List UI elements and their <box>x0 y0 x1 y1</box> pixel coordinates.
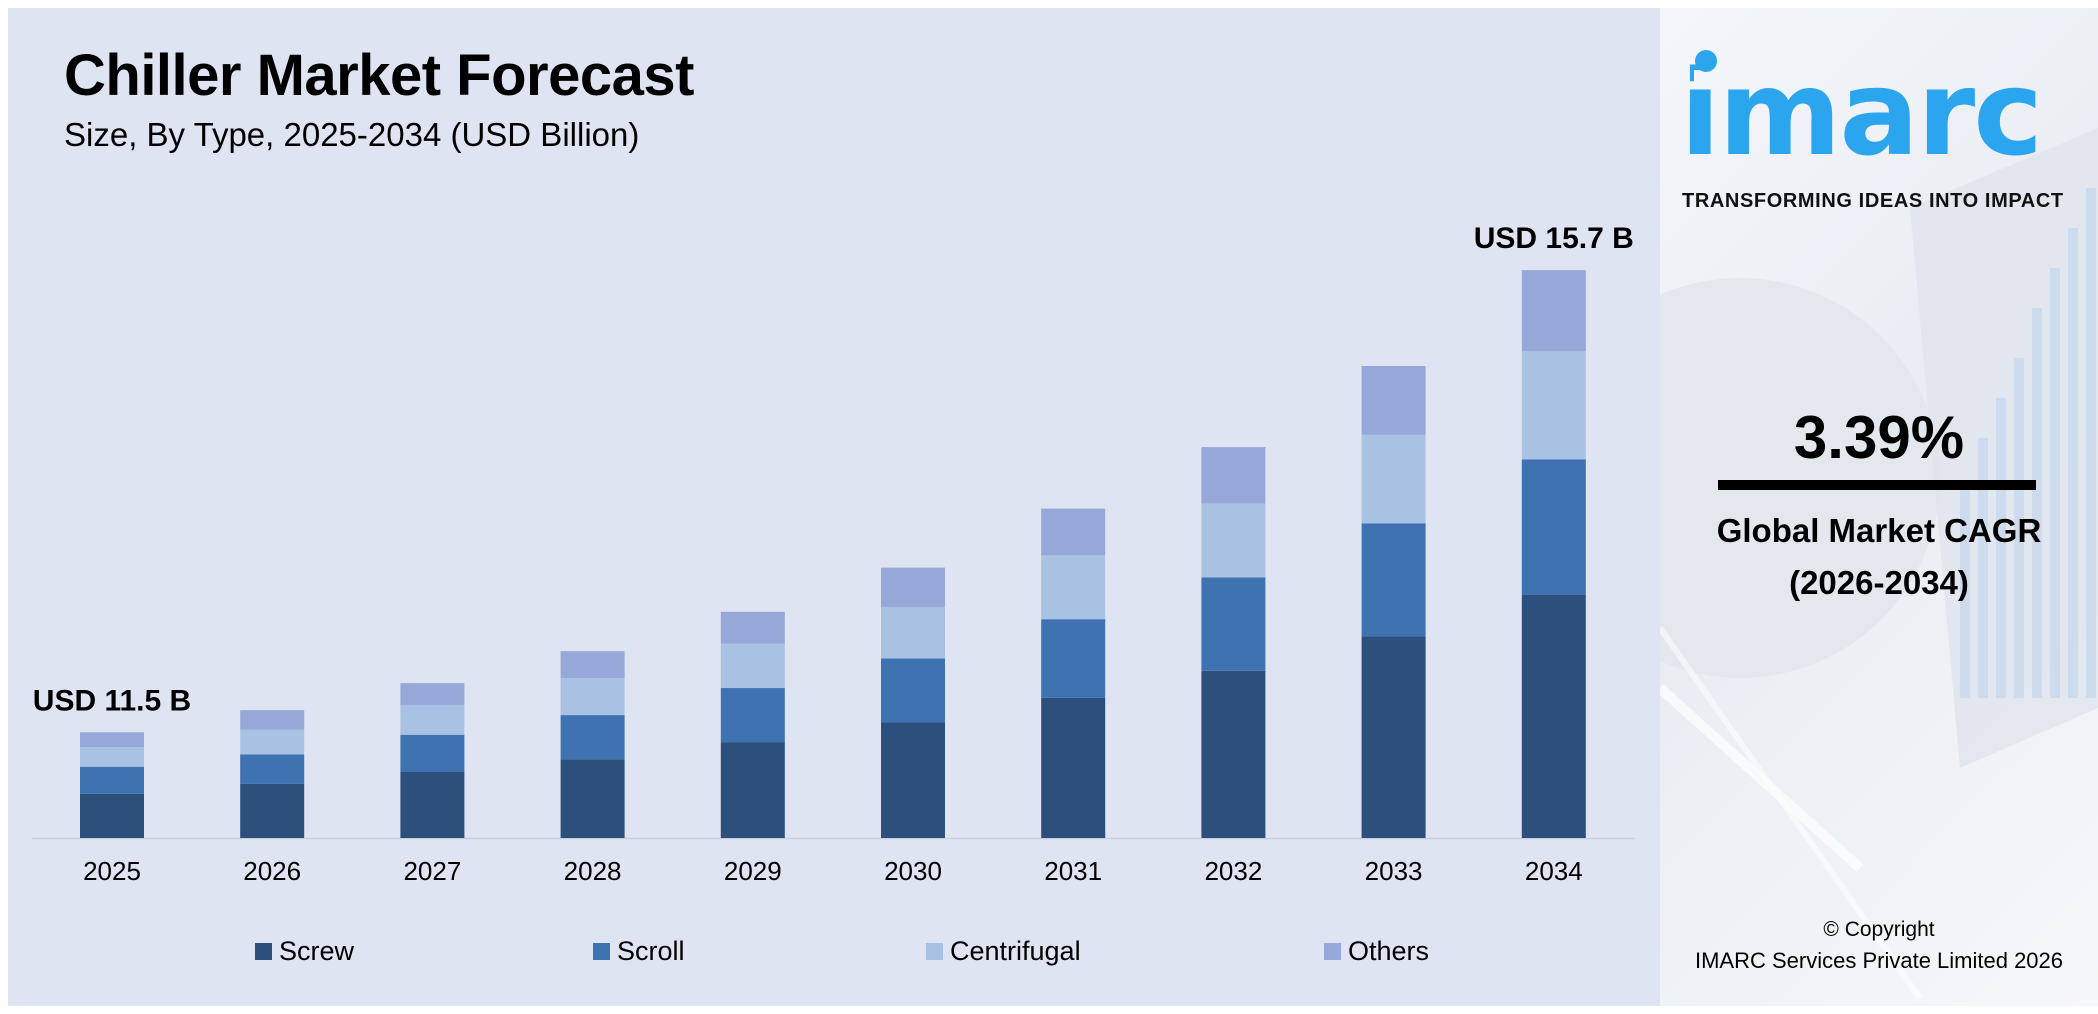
x-tick-label-2032: 2032 <box>1204 856 1262 886</box>
bar-scroll-2033 <box>1361 523 1426 637</box>
x-tick-label-2030: 2030 <box>884 856 942 886</box>
total-label-2025: USD 11.5 B <box>33 684 191 717</box>
legend-label-scroll: Scroll <box>617 936 685 966</box>
bar-screw-2031 <box>1041 697 1106 838</box>
bar-others-2031 <box>1041 508 1106 556</box>
bar-scroll-2026 <box>240 754 305 784</box>
bar-centrifugal-2030 <box>881 606 945 659</box>
bar-centrifugal-2032 <box>1201 503 1266 578</box>
chart-subtitle: Size, By Type, 2025-2034 (USD Billion) <box>64 116 640 153</box>
logo-tagline: TRANSFORMING IDEAS INTO IMPACT <box>1682 190 2064 212</box>
bar-centrifugal-2034 <box>1521 351 1586 460</box>
bar-scroll-2028 <box>560 715 625 760</box>
stacked-bar-chart: 2025 2026 2027 2028 2029 2030 2031 2032 2033 2034… <box>32 222 1634 886</box>
x-tick-label-2027: 2027 <box>403 856 461 886</box>
bar-centrifugal-2031 <box>1041 555 1106 620</box>
bar-screw-2027 <box>400 771 465 838</box>
bar-others-2026 <box>240 710 305 730</box>
cagr-divider <box>1718 480 2036 490</box>
bar-centrifugal-2026 <box>240 729 305 755</box>
background-decoration <box>1660 128 2098 1000</box>
logo-dot <box>1695 50 1717 72</box>
bar-scroll-2032 <box>1201 577 1266 671</box>
bar-centrifugal-2033 <box>1361 434 1426 524</box>
bar-scroll-2030 <box>881 658 945 723</box>
x-tick-label-2034: 2034 <box>1525 856 1583 886</box>
logo-wordmark: imarc <box>1680 44 2043 182</box>
side-panel: imarc TRANSFORMING IDEAS INTO IMPACT 3.3… <box>1660 8 2098 1006</box>
logo-i-gap <box>1694 70 1720 86</box>
bar-scroll-2027 <box>400 734 465 772</box>
bar-screw-2029 <box>720 742 785 838</box>
chart-panel: Chiller Market Forecast Size, By Type, 2… <box>8 8 1660 1006</box>
cagr-label: Global Market CAGR <box>1716 512 2042 549</box>
x-tick-label-2031: 2031 <box>1044 856 1102 886</box>
legend-label-screw: Screw <box>279 936 355 966</box>
legend-swatch-others <box>1324 943 1341 960</box>
legend-swatch-screw <box>255 943 272 960</box>
legend-item-others: Others <box>1324 936 1429 967</box>
bar-others-2033 <box>1361 366 1426 435</box>
bar-others-2029 <box>720 611 785 644</box>
bar-centrifugal-2029 <box>720 643 785 689</box>
x-tick-label-2033: 2033 <box>1365 856 1423 886</box>
chart-legend: Screw Scroll Centrifugal Others <box>8 936 1660 976</box>
imarc-logo: imarc TRANSFORMING IDEAS INTO IMPACT <box>1680 28 2080 212</box>
bar-others-2027 <box>400 683 465 706</box>
legend-swatch-scroll <box>593 943 610 960</box>
x-tick-label-2028: 2028 <box>564 856 622 886</box>
total-label-2034: USD 15.7 B <box>1474 222 1634 255</box>
copyright-holder: IMARC Services Private Limited 2026 <box>1694 948 2064 973</box>
bar-screw-2026 <box>240 783 305 838</box>
bar-screw-2034 <box>1521 594 1586 838</box>
legend-label-centrifugal: Centrifugal <box>950 936 1081 966</box>
legend-item-screw: Screw <box>255 936 354 967</box>
bar-screw-2030 <box>881 722 945 838</box>
x-tick-label-2025: 2025 <box>83 856 141 886</box>
x-tick-label-2026: 2026 <box>243 856 301 886</box>
bar-screw-2033 <box>1361 636 1426 838</box>
bar-others-2025 <box>80 732 144 748</box>
bar-others-2030 <box>881 567 945 607</box>
legend-label-others: Others <box>1348 936 1430 966</box>
bar-others-2034 <box>1521 270 1586 352</box>
bar-centrifugal-2025 <box>80 747 144 767</box>
legend-swatch-centrifugal <box>926 943 943 960</box>
bar-scroll-2025 <box>80 766 144 794</box>
cagr-value: 3.39% <box>1793 404 1965 471</box>
bar-others-2032 <box>1201 447 1266 504</box>
legend-item-scroll: Scroll <box>593 936 685 967</box>
bar-screw-2025 <box>80 793 144 838</box>
bar-scroll-2031 <box>1041 619 1106 698</box>
bar-centrifugal-2027 <box>400 705 465 735</box>
cagr-period: (2026-2034) <box>1789 564 1969 601</box>
bar-centrifugal-2028 <box>560 678 625 716</box>
bar-screw-2032 <box>1201 670 1266 838</box>
bar-screw-2028 <box>560 759 625 838</box>
x-tick-label-2029: 2029 <box>724 856 782 886</box>
chart-title: Chiller Market Forecast <box>64 43 694 108</box>
bar-scroll-2029 <box>720 688 785 743</box>
legend-item-centrifugal: Centrifugal <box>926 936 1081 967</box>
copyright-notice: © Copyright <box>1823 918 1935 941</box>
bar-others-2028 <box>560 651 625 679</box>
bar-scroll-2034 <box>1521 459 1586 595</box>
